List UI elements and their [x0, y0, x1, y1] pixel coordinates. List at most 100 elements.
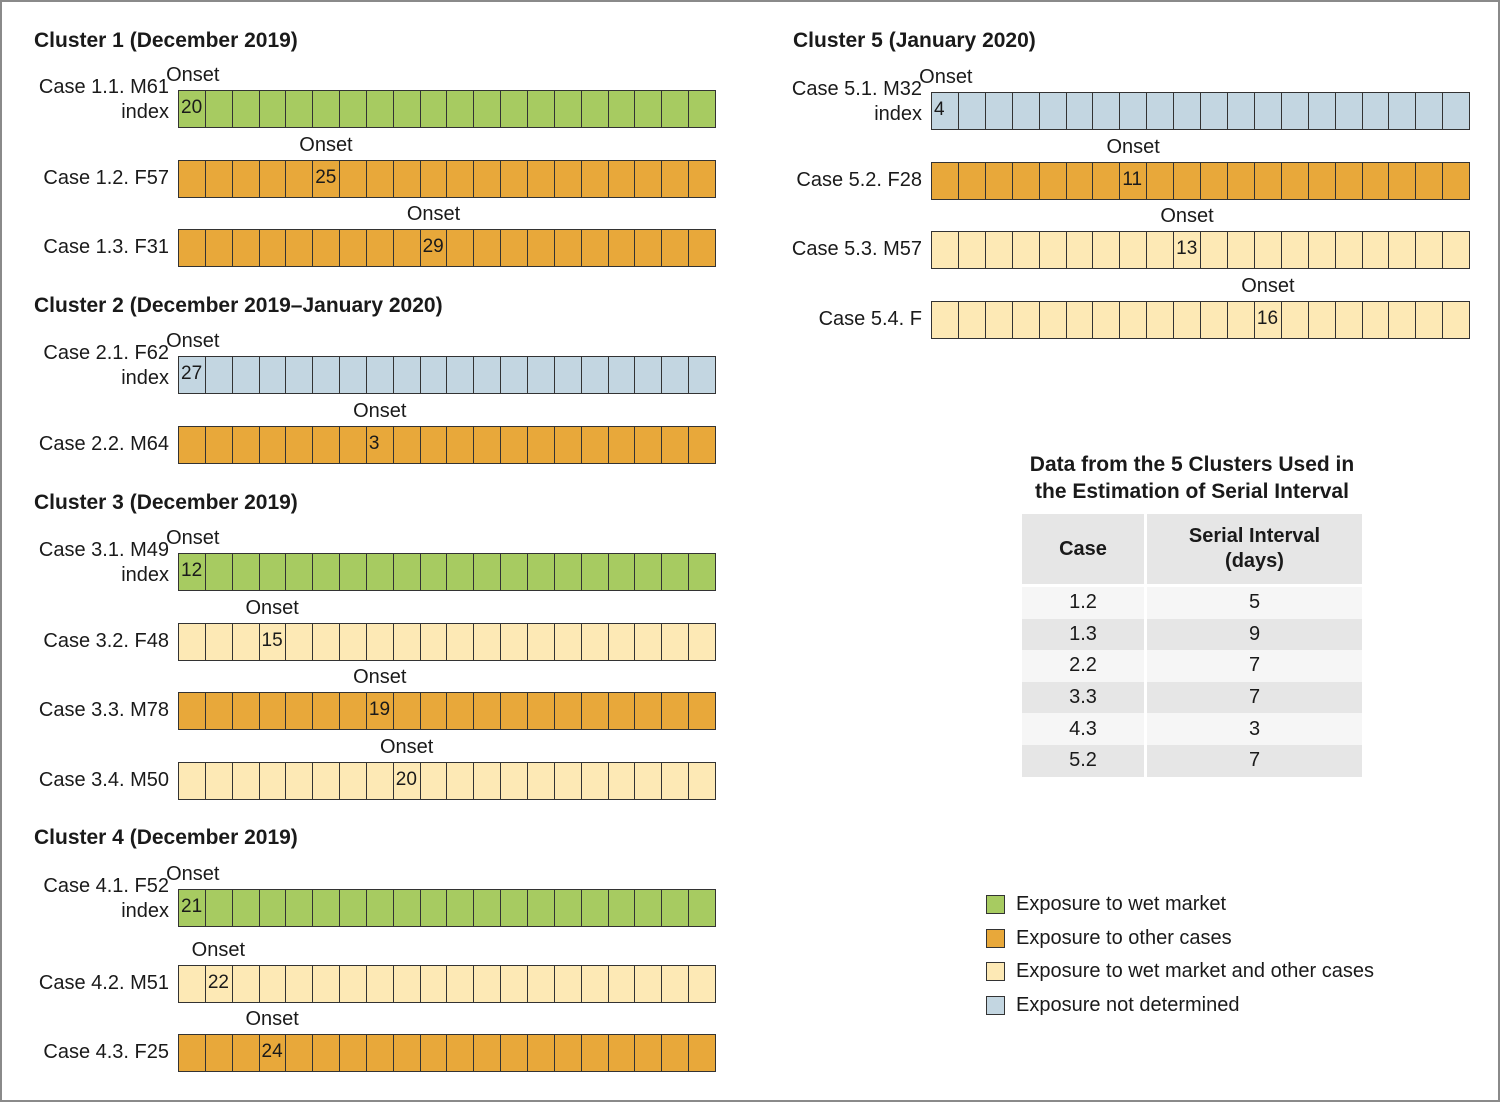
day-cell [662, 693, 690, 729]
onset-day-cell: 29 [421, 230, 448, 266]
day-cell [555, 357, 582, 393]
day-cell [313, 1035, 341, 1071]
day-cell [582, 357, 609, 393]
day-cell [394, 554, 421, 590]
day-cell [528, 966, 555, 1002]
day-cell [1093, 302, 1121, 338]
day-cell [1093, 163, 1121, 199]
day-cell [501, 357, 528, 393]
table-row: 3.3 7 [1022, 681, 1362, 714]
day-cell [206, 763, 233, 799]
day-cell [447, 230, 475, 266]
day-cell [233, 763, 260, 799]
case-label: Case 4.1. F52 index [43, 874, 169, 924]
onset-day-cell: 12 [179, 554, 206, 590]
day-cell [528, 890, 555, 926]
onset-day-cell: 4 [932, 93, 959, 129]
case-timeline-strip: 11 [931, 162, 1470, 200]
day-cell [528, 91, 555, 127]
table-row: 1.3 9 [1022, 618, 1362, 651]
case-timeline-strip: 15 [178, 623, 716, 661]
onset-day-cell: 27 [179, 357, 206, 393]
day-cell [1228, 163, 1255, 199]
onset-day-cell: 13 [1174, 232, 1202, 268]
day-cell [582, 230, 609, 266]
index-label: index [121, 564, 169, 586]
case-id: Case 1.1. M61 [38, 76, 169, 98]
day-cell [1147, 163, 1175, 199]
day-cell [421, 693, 448, 729]
day-cell [260, 966, 287, 1002]
legend-item: Exposure to wet market [986, 888, 1374, 922]
day-cell [421, 554, 448, 590]
table-title-line: the Estimation of Serial Interval [1035, 480, 1349, 503]
day-cell [179, 624, 206, 660]
day-cell [1174, 163, 1202, 199]
day-cell [394, 427, 421, 463]
case-label: Case 5.1. M32 index [792, 77, 922, 127]
day-cell [394, 966, 421, 1002]
day-cell [340, 1035, 367, 1071]
day-cell [582, 427, 609, 463]
day-cell [501, 161, 528, 197]
legend-label: Exposure to wet market [1016, 893, 1227, 916]
index-label: index [874, 103, 922, 125]
day-cell [421, 161, 448, 197]
day-cell [1443, 232, 1469, 268]
day-cell [206, 890, 233, 926]
day-cell [662, 230, 690, 266]
day-cell [1363, 232, 1390, 268]
day-cell [501, 554, 528, 590]
day-cell [1336, 232, 1363, 268]
onset-day-cell: 19 [367, 693, 394, 729]
day-cell [1093, 93, 1121, 129]
day-cell [1309, 232, 1336, 268]
day-cell [286, 1035, 314, 1071]
day-cell [474, 624, 502, 660]
day-cell [340, 91, 367, 127]
case-timeline-strip: 24 [178, 1034, 716, 1072]
day-cell [447, 624, 475, 660]
day-cell [313, 91, 341, 127]
cluster-title: Cluster 4 (December 2019) [34, 826, 298, 849]
day-cell [582, 966, 609, 1002]
day-cell [474, 966, 502, 1002]
onset-day-cell: 22 [206, 966, 233, 1002]
day-cell [179, 161, 206, 197]
day-cell [206, 161, 233, 197]
day-cell [609, 693, 636, 729]
onset-day-cell: 15 [260, 624, 287, 660]
case-id: Case 1.2. F57 [43, 167, 169, 189]
onset-label: Onset [406, 203, 461, 225]
day-cell [1120, 232, 1148, 268]
day-cell [528, 357, 555, 393]
day-cell [582, 91, 609, 127]
day-cell [367, 966, 394, 1002]
day-cell [1147, 302, 1175, 338]
day-cell [367, 230, 394, 266]
day-cell [986, 163, 1013, 199]
day-cell [635, 357, 663, 393]
day-cell [1013, 163, 1040, 199]
day-cell [233, 427, 260, 463]
day-cell [1389, 302, 1417, 338]
day-cell [1309, 93, 1336, 129]
day-cell [233, 890, 260, 926]
day-cell [609, 91, 636, 127]
day-cell [340, 357, 367, 393]
day-cell [447, 554, 475, 590]
day-cell [689, 890, 715, 926]
day-cell [286, 554, 314, 590]
day-cell [555, 554, 582, 590]
case-timeline-strip: 20 [178, 90, 716, 128]
day-cell [986, 302, 1013, 338]
day-cell [528, 554, 555, 590]
day-cell [501, 763, 528, 799]
day-cell [447, 357, 475, 393]
day-cell [179, 693, 206, 729]
day-cell [555, 1035, 582, 1071]
day-cell [206, 693, 233, 729]
day-cell [662, 890, 690, 926]
case-id: Case 2.2. M64 [38, 433, 169, 455]
day-cell [313, 966, 341, 1002]
